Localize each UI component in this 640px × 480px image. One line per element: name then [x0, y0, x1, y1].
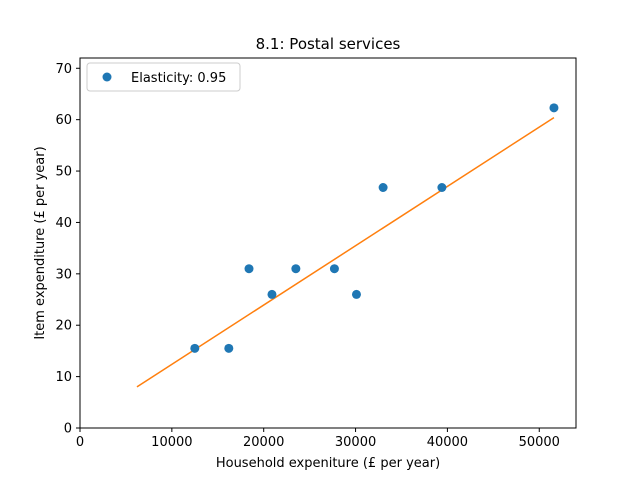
x-axis: 0 10000 20000 30000 40000 50000: [76, 428, 560, 450]
data-point: [378, 183, 388, 192]
y-tick-label: 0: [64, 422, 72, 437]
x-tick-label: 50000: [519, 435, 560, 450]
fit-line: [136, 116, 555, 388]
y-tick-label: 10: [55, 370, 72, 385]
axes-frame: [79, 57, 577, 429]
y-axis-label: Item expenditure (£ per year): [33, 146, 48, 339]
data-point: [190, 343, 200, 353]
y-tick-label: 50: [55, 165, 72, 180]
data-point: [549, 103, 559, 113]
data-point: [329, 264, 339, 274]
legend: Elasticity: 0.95: [86, 62, 241, 92]
chart-title: 8.1: Postal services: [256, 35, 401, 53]
y-axis: 0 10 20 30 40 50 60 70: [55, 62, 80, 437]
x-tick-label: 0: [76, 435, 84, 450]
plot-area: [136, 103, 559, 388]
data-point: [267, 289, 277, 299]
data-point: [291, 264, 301, 274]
x-tick-label: 30000: [335, 435, 376, 450]
data-point: [224, 343, 234, 353]
data-point: [351, 289, 361, 299]
y-tick-label: 60: [55, 113, 72, 128]
y-tick-label: 70: [55, 62, 72, 77]
y-tick-label: 20: [55, 319, 72, 334]
x-tick-label: 40000: [427, 435, 468, 450]
legend-marker: [102, 72, 112, 82]
x-axis-label: Household expeniture (£ per year): [216, 456, 440, 471]
x-tick-label: 10000: [151, 435, 192, 450]
x-tick-label: 20000: [243, 435, 284, 450]
y-tick-label: 30: [55, 267, 72, 282]
legend-label: Elasticity: 0.95: [131, 71, 226, 86]
data-point: [437, 183, 447, 192]
data-point: [244, 264, 254, 274]
y-tick-label: 40: [55, 216, 72, 231]
legend-frame: [86, 62, 241, 92]
